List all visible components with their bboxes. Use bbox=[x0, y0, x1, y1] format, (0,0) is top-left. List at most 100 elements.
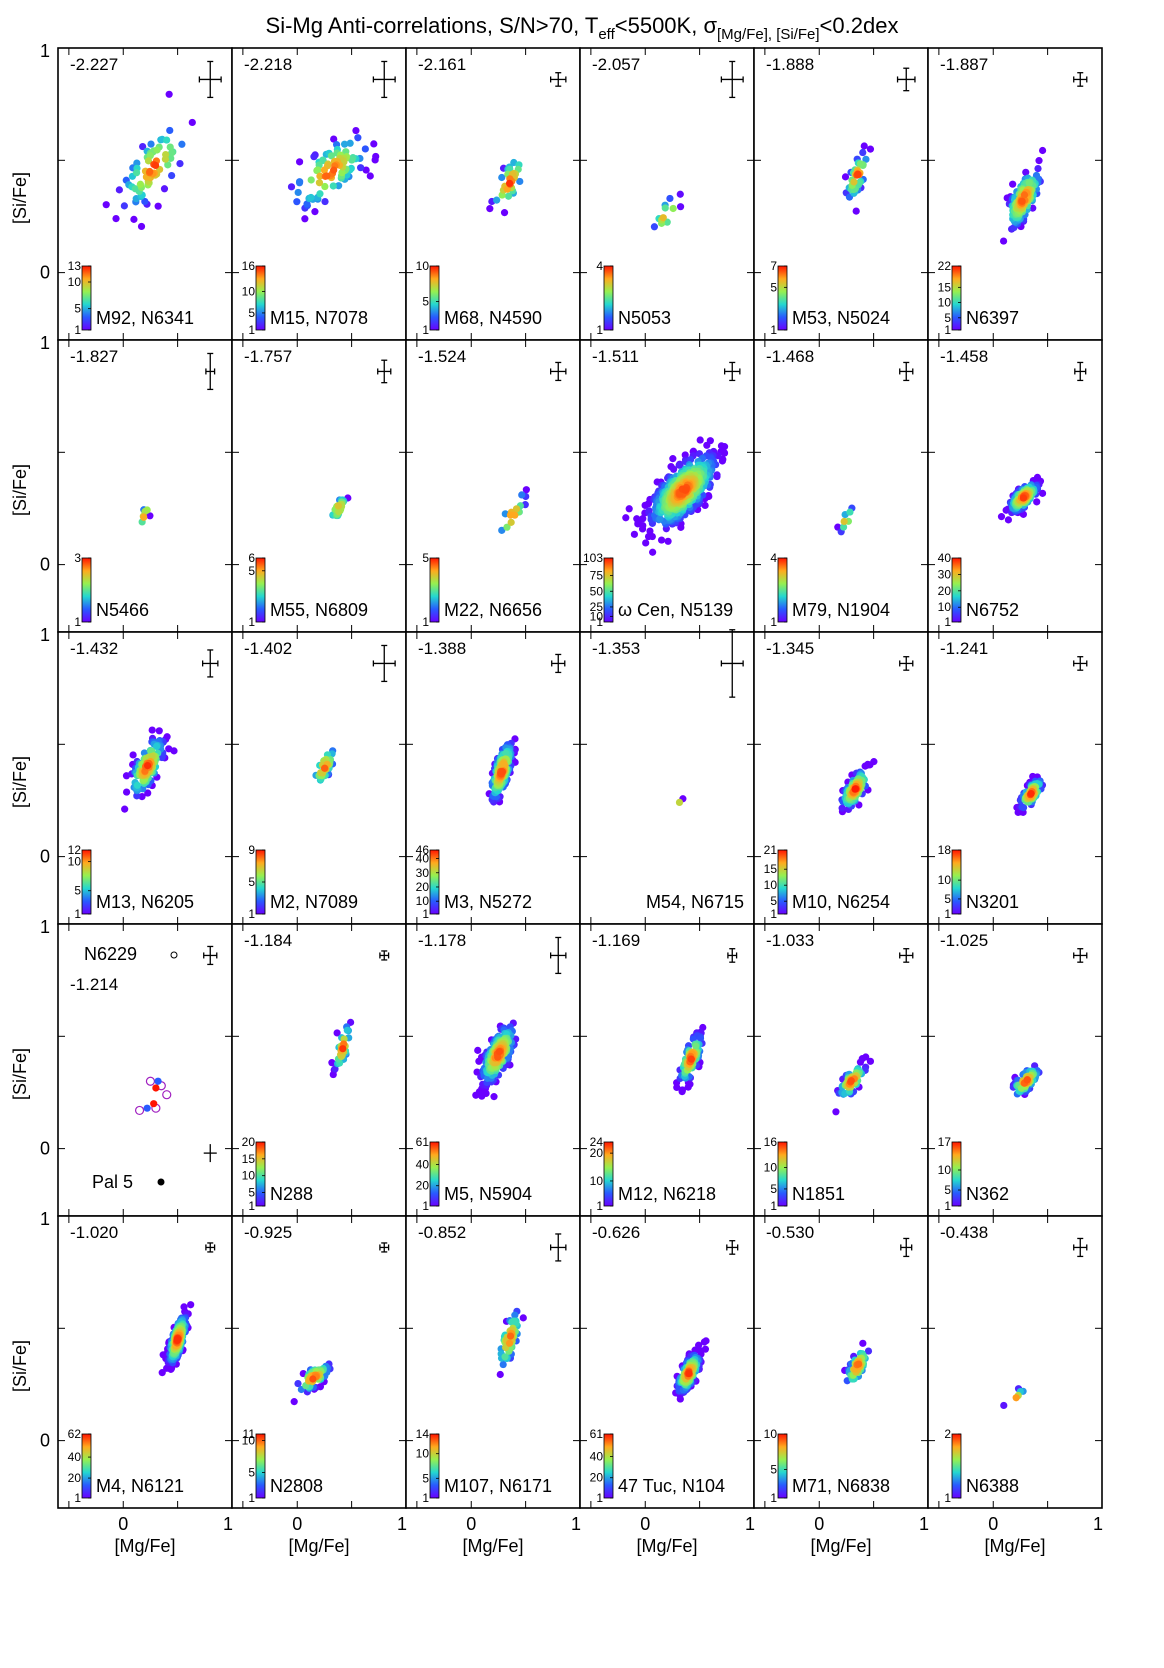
data-point bbox=[862, 1053, 870, 1061]
data-point bbox=[685, 1369, 693, 1378]
colorbar-tick-label: 10 bbox=[416, 894, 430, 908]
y-tick-label: 1 bbox=[40, 41, 50, 61]
data-point bbox=[838, 804, 846, 812]
scatter-panel: -1.178 61 40 20 1 M5, N5904 bbox=[405, 923, 581, 1217]
colorbar-tick-label: 1 bbox=[944, 1491, 951, 1505]
data-point bbox=[639, 515, 647, 523]
metallicity-label: -1.169 bbox=[592, 931, 640, 950]
data-point bbox=[154, 202, 162, 210]
colorbar-tick-label: 13 bbox=[68, 259, 82, 273]
data-point bbox=[999, 237, 1008, 245]
data-point bbox=[121, 805, 129, 813]
colorbar bbox=[255, 557, 266, 623]
scatter-panel: -0.626 61 40 20 1 47 Tuc, N104 0 1 [Mg/Fe] bbox=[579, 1215, 755, 1556]
colorbar-tick-label: 50 bbox=[590, 584, 604, 598]
data-point bbox=[167, 154, 175, 162]
data-point-open bbox=[134, 1105, 145, 1116]
data-point bbox=[130, 215, 138, 223]
colorbar-tick-label: 9 bbox=[248, 843, 255, 857]
colorbar bbox=[603, 1141, 614, 1207]
panel-label: M79, N1904 bbox=[792, 600, 890, 620]
data-point bbox=[320, 166, 328, 174]
data-point bbox=[486, 205, 494, 213]
metallicity-label: -0.438 bbox=[940, 1223, 988, 1242]
data-point bbox=[151, 161, 160, 170]
data-point bbox=[338, 169, 346, 177]
data-point bbox=[316, 172, 324, 180]
colorbar-tick-label: 20 bbox=[416, 1179, 430, 1193]
data-point bbox=[642, 539, 650, 547]
data-point bbox=[168, 149, 176, 157]
panel-label: N3201 bbox=[966, 892, 1019, 912]
data-point bbox=[293, 198, 301, 206]
scatter-panel: -1.458 40 30 20 101 N6752 bbox=[927, 339, 1103, 633]
data-point bbox=[334, 502, 343, 510]
colorbar-tick-label: 1 bbox=[248, 1199, 255, 1213]
data-point bbox=[696, 1034, 705, 1042]
colorbar-tick-label: 1 bbox=[770, 323, 777, 337]
panel-label: M3, N5272 bbox=[444, 892, 532, 912]
data-point bbox=[490, 1093, 498, 1101]
data-point bbox=[320, 764, 329, 772]
panel-label: N5053 bbox=[618, 308, 671, 328]
data-point bbox=[840, 517, 848, 526]
y-tick-label: 1 bbox=[40, 625, 50, 645]
data-point bbox=[371, 156, 379, 164]
colorbar-tick-label: 10 bbox=[938, 873, 952, 887]
data-point bbox=[361, 145, 369, 153]
metallicity-label: -1.033 bbox=[766, 931, 814, 950]
y-tick-label: 1 bbox=[40, 1209, 50, 1229]
data-point bbox=[493, 196, 501, 204]
data-point bbox=[329, 182, 337, 190]
colorbar-tick-label: 10 bbox=[764, 878, 778, 892]
data-point bbox=[343, 1026, 351, 1034]
colorbar-tick-label: 5 bbox=[248, 564, 255, 578]
colorbar-tick-label: 1 bbox=[596, 615, 603, 629]
colorbar-tick-label: 12 bbox=[68, 843, 82, 857]
panel-label: M4, N6121 bbox=[96, 1476, 184, 1496]
colorbar-tick-label: 5 bbox=[248, 875, 255, 889]
colorbar-tick-label: 1 bbox=[944, 323, 951, 337]
data-point bbox=[314, 166, 322, 174]
colorbar-tick-label: 18 bbox=[938, 843, 952, 857]
data-point bbox=[163, 136, 171, 144]
colorbar-tick-label: 2 bbox=[944, 1427, 951, 1441]
panel-label: M71, N6838 bbox=[792, 1476, 890, 1496]
data-point bbox=[713, 471, 721, 479]
data-point bbox=[315, 179, 324, 187]
data-point bbox=[500, 760, 508, 768]
colorbar-tick-label: 1 bbox=[422, 323, 429, 337]
data-point bbox=[152, 1084, 160, 1092]
data-point bbox=[714, 452, 722, 460]
data-point bbox=[112, 215, 120, 223]
data-point-open bbox=[162, 1090, 172, 1100]
data-point bbox=[510, 1317, 518, 1325]
colorbar-tick-label: 10 bbox=[764, 1161, 778, 1175]
data-point bbox=[166, 143, 174, 151]
data-point bbox=[140, 513, 148, 521]
scatter-panel: -2.218 16 10 5 1 M15, N7078 bbox=[231, 47, 407, 341]
data-point bbox=[346, 139, 354, 147]
x-tick-label: 0 bbox=[814, 1514, 824, 1534]
colorbar-tick-label: 25 bbox=[590, 600, 604, 614]
data-point bbox=[150, 1100, 158, 1108]
colorbar-tick-label: 22 bbox=[938, 259, 952, 273]
data-point bbox=[499, 1360, 507, 1369]
colorbar bbox=[429, 1433, 440, 1499]
colorbar-tick-label: 5 bbox=[248, 1186, 255, 1200]
data-point bbox=[176, 159, 184, 168]
colorbar bbox=[951, 1433, 962, 1499]
colorbar bbox=[951, 849, 962, 915]
panel-label: N2808 bbox=[270, 1476, 323, 1496]
colorbar-tick-label: 1 bbox=[596, 1199, 603, 1213]
colorbar-tick-label: 5 bbox=[944, 1183, 951, 1197]
data-point bbox=[851, 785, 859, 793]
colorbar-tick-label: 61 bbox=[416, 1135, 430, 1149]
y-tick-label: 1 bbox=[40, 333, 50, 353]
panel-label: M53, N5024 bbox=[792, 308, 890, 328]
y-tick-label: 0 bbox=[40, 1139, 50, 1159]
colorbar-tick-label: 10 bbox=[590, 1174, 604, 1188]
colorbar-tick-label: 5 bbox=[248, 1465, 255, 1479]
colorbar-tick-label: 10 bbox=[416, 1447, 430, 1461]
metallicity-label: -1.214 bbox=[70, 975, 118, 994]
